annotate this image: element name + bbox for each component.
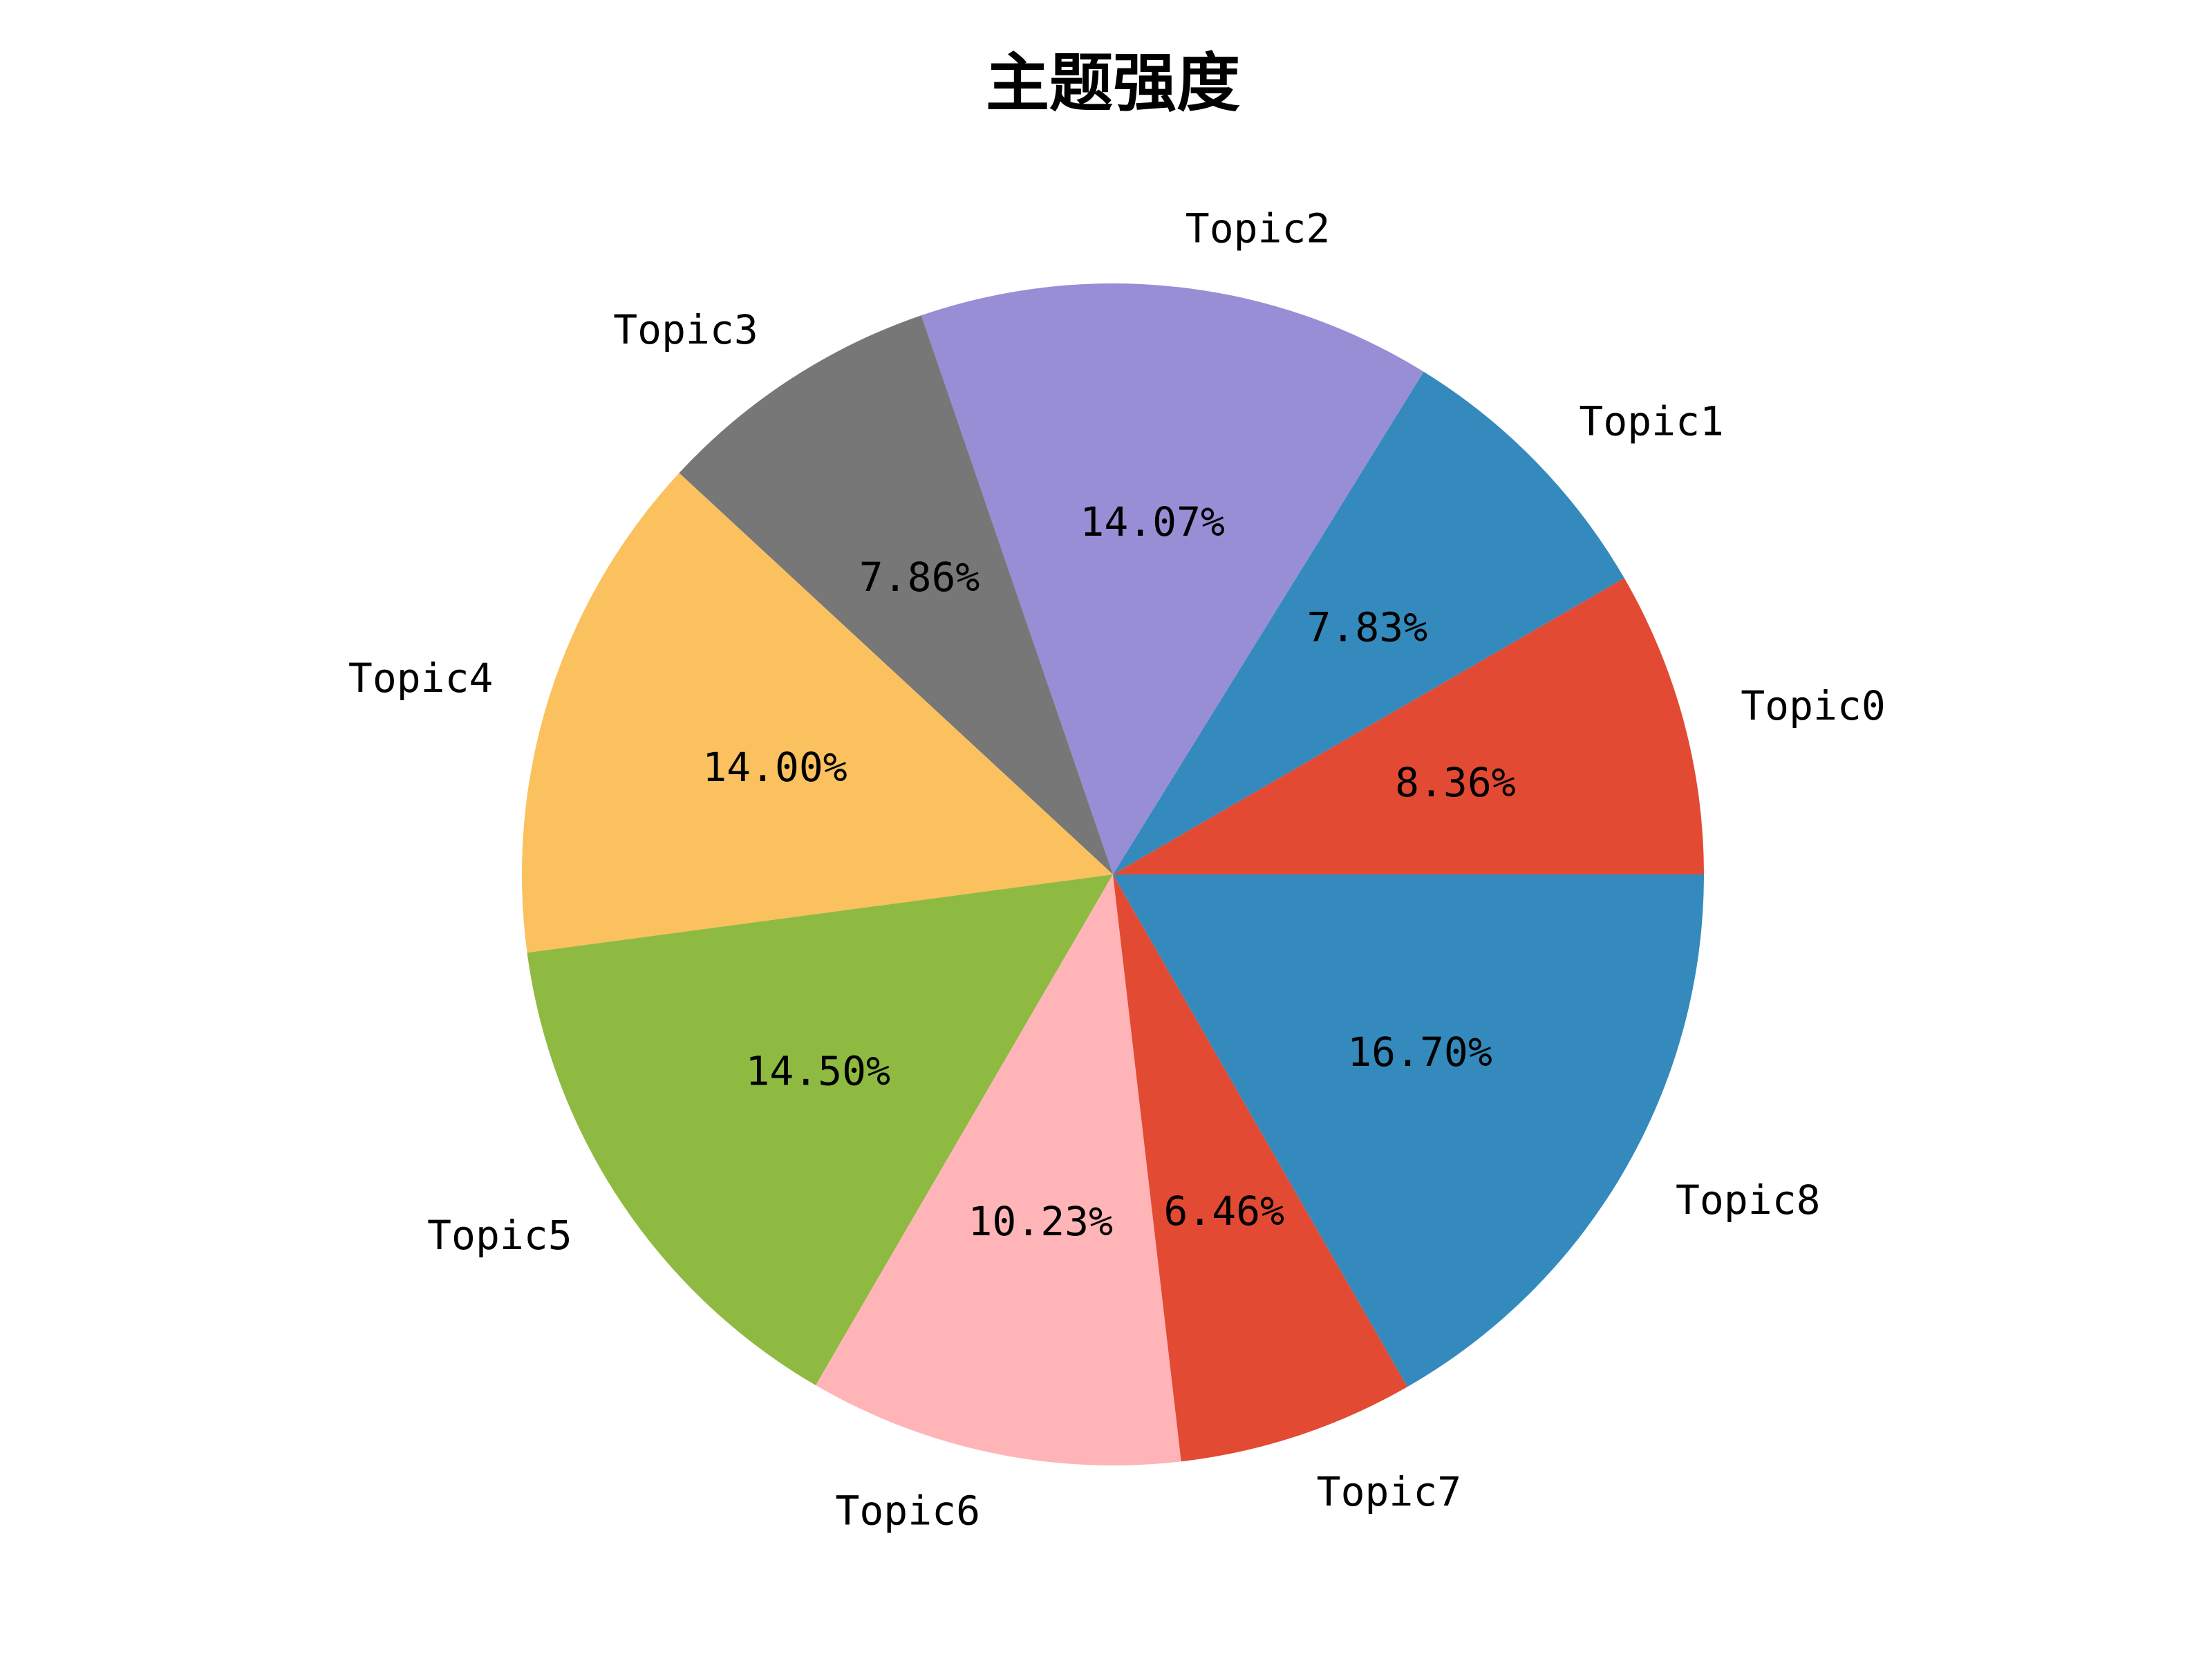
slice-label-topic3: Topic3 xyxy=(613,306,758,353)
pie-slice-topic1 xyxy=(1113,371,1624,874)
pie-slice-topic7 xyxy=(1113,874,1408,1462)
slice-label-topic7: Topic7 xyxy=(1317,1468,1462,1515)
slice-label-topic5: Topic5 xyxy=(427,1212,572,1259)
pie-slice-topic5 xyxy=(527,874,1113,1386)
pie-slice-topic6 xyxy=(816,874,1181,1465)
percent-label-topic8: 16.70% xyxy=(1347,1029,1492,1076)
slice-label-topic8: Topic8 xyxy=(1676,1177,1821,1224)
pie-slice-topic4 xyxy=(522,473,1113,953)
slice-label-topic0: Topic0 xyxy=(1741,682,1886,729)
percent-label-topic6: 10.23% xyxy=(968,1198,1114,1245)
slice-label-topic1: Topic1 xyxy=(1579,397,1724,444)
slice-label-topic6: Topic6 xyxy=(835,1488,980,1535)
pie-slice-topic2 xyxy=(921,283,1424,874)
percent-label-topic5: 14.50% xyxy=(746,1048,891,1095)
percent-label-topic4: 14.00% xyxy=(702,744,847,791)
percent-label-topic7: 6.46% xyxy=(1163,1188,1284,1235)
pie-labels: Topic0 8.36% Topic1 7.83% Topic2 14.07% Topic3… xyxy=(348,205,1886,1534)
chart-title: 主题强度 xyxy=(986,46,1240,120)
percent-label-topic1: 7.83% xyxy=(1307,603,1428,650)
pie-slices xyxy=(522,283,1704,1465)
percent-label-topic0: 8.36% xyxy=(1395,759,1516,806)
percent-label-topic2: 14.07% xyxy=(1080,498,1225,545)
slice-label-topic2: Topic2 xyxy=(1185,205,1331,252)
pie-slice-topic0 xyxy=(1113,578,1704,874)
percent-label-topic3: 7.86% xyxy=(859,554,980,601)
slice-label-topic4: Topic4 xyxy=(348,655,494,702)
pie-slice-topic3 xyxy=(679,315,1113,874)
pie-slice-topic8 xyxy=(1113,874,1704,1387)
